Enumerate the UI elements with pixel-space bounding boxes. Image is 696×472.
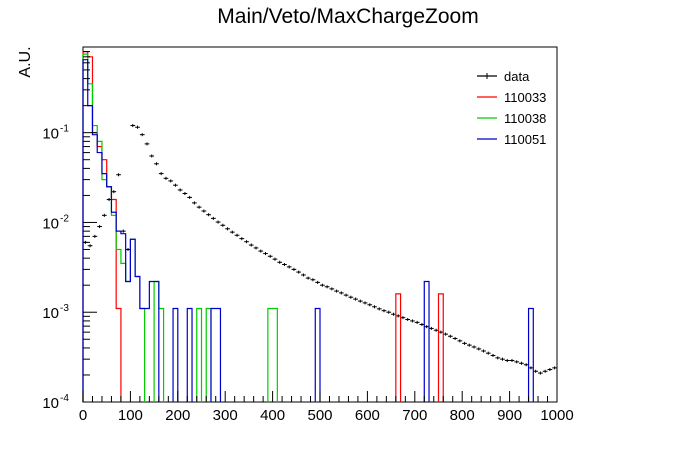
- histogram-bin: [315, 309, 320, 402]
- histogram-bin: [116, 231, 121, 402]
- histogram-bin: [268, 309, 273, 402]
- histogram-bin: [211, 309, 216, 402]
- histogram-bin: [135, 276, 140, 402]
- x-tick-label: 200: [165, 407, 190, 424]
- histogram-bin: [92, 126, 97, 402]
- histogram-bin: [116, 309, 121, 402]
- x-tick-label: 100: [118, 407, 143, 424]
- histogram-bin: [130, 239, 135, 402]
- histogram-bin: [88, 57, 93, 402]
- histogram-bin: [187, 309, 192, 402]
- histogram-bin: [145, 309, 150, 402]
- series-data: [83, 124, 557, 375]
- series-layer: [82, 50, 557, 402]
- histogram-bin: [130, 239, 135, 402]
- histogram-bin: [111, 215, 116, 402]
- histogram-bin: [107, 187, 112, 402]
- x-tick-label: 600: [355, 407, 380, 424]
- histogram-bin: [197, 309, 202, 402]
- legend-item-110038: 110038: [477, 111, 546, 126]
- series-110038: [82, 53, 278, 402]
- y-tick-label: 10: [42, 215, 59, 232]
- series-110033: [82, 50, 444, 402]
- histogram-bin: [273, 309, 278, 402]
- x-tick-label: 900: [497, 407, 522, 424]
- histogram-bin: [206, 309, 211, 402]
- x-tick-label: 500: [307, 407, 332, 424]
- histogram-bin: [154, 281, 159, 402]
- legend-label: 110033: [504, 90, 546, 105]
- histogram-bin: [83, 54, 88, 402]
- histogram-bin: [140, 309, 145, 402]
- histogram-bin: [107, 187, 112, 402]
- x-tick-label: 700: [402, 407, 427, 424]
- histogram-bin: [88, 84, 93, 402]
- histogram-bin: [107, 187, 112, 402]
- histogram-bin: [149, 281, 154, 402]
- histogram-bin: [424, 281, 429, 402]
- histogram-bin: [88, 106, 93, 402]
- histogram-bin: [92, 133, 97, 402]
- legend-label: data: [504, 69, 530, 84]
- series-110051: [82, 59, 534, 402]
- histogram-bin: [97, 141, 102, 402]
- histogram-bin: [126, 281, 131, 402]
- histogram-bin: [154, 281, 159, 402]
- chart-title: Main/Veto/MaxChargeZoom: [217, 5, 478, 28]
- y-tick-exponent: -4: [60, 393, 69, 404]
- histogram-bin: [102, 160, 107, 402]
- histogram-bin: [121, 263, 126, 402]
- x-tick-label: 0: [79, 407, 87, 424]
- y-tick-exponent: -1: [60, 124, 69, 135]
- histogram-bin: [396, 294, 401, 402]
- histogram-bin: [92, 135, 97, 402]
- histogram-bin: [116, 249, 121, 402]
- legend-label: 110038: [504, 111, 546, 126]
- histogram-bin: [102, 180, 107, 402]
- y-tick-label: 10: [42, 305, 59, 322]
- histogram-bin: [111, 212, 116, 402]
- y-tick-label: 10: [42, 395, 59, 412]
- legend-item-110033: 110033: [477, 90, 546, 105]
- series-line-110033: [82, 50, 444, 402]
- legend-item-110051: 110051: [477, 132, 546, 147]
- histogram-bin: [529, 309, 534, 402]
- y-axis: 10-410-310-210-1: [42, 46, 97, 412]
- histogram-bin: [159, 309, 164, 402]
- y-tick-exponent: -3: [60, 303, 69, 314]
- x-tick-label: 400: [260, 407, 285, 424]
- x-tick-label: 300: [213, 407, 238, 424]
- y-tick-label: 10: [42, 126, 59, 143]
- axes-layer: 0 100 200 300 400 500 600 700 800 900 100010-410-3…: [42, 46, 574, 424]
- x-tick-label: 800: [450, 407, 475, 424]
- histogram-bin: [216, 309, 221, 402]
- histogram-bin: [102, 174, 107, 402]
- x-tick-label: 1000: [540, 407, 573, 424]
- y-tick-exponent: -2: [60, 213, 69, 224]
- histogram-bin: [121, 234, 126, 402]
- legend: data 110033 110038 110051: [477, 69, 546, 147]
- legend-label: 110051: [504, 132, 546, 147]
- histogram-bin: [173, 309, 178, 402]
- histogram-bin: [126, 281, 131, 402]
- histogram-bin: [97, 147, 102, 402]
- series-line-110038: [82, 53, 278, 402]
- histogram-bin: [135, 276, 140, 402]
- series-line-110051: [82, 59, 534, 402]
- histogram-bin: [111, 200, 116, 402]
- x-axis: 0 100 200 300 400 500 600 700 800 900 1000: [79, 391, 574, 424]
- histogram-bin: [140, 309, 145, 402]
- legend-item-data: data: [477, 69, 530, 84]
- histogram-bin: [439, 294, 444, 402]
- y-axis-label: A.U.: [17, 46, 34, 77]
- histogram-bin: [97, 153, 102, 402]
